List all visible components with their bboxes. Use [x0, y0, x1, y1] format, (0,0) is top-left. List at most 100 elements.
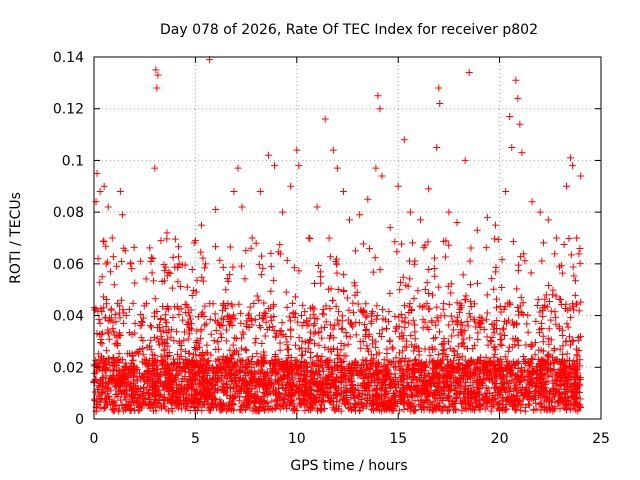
data-point: [195, 403, 203, 411]
y-axis-label: ROTI / TECUs: [8, 192, 24, 284]
data-point: [293, 146, 301, 154]
data-point: [326, 253, 334, 261]
data-point: [101, 314, 109, 322]
data-point: [253, 350, 261, 358]
data-point: [283, 303, 291, 311]
data-point: [199, 356, 207, 364]
data-point: [456, 308, 464, 316]
data-point: [127, 406, 135, 414]
data-point: [455, 369, 463, 377]
data-point: [513, 392, 521, 400]
data-point: [453, 218, 461, 226]
data-point: [552, 234, 560, 242]
data-point: [467, 391, 475, 399]
data-point: [484, 396, 492, 404]
data-point: [360, 374, 368, 382]
data-point: [251, 393, 259, 401]
data-point: [256, 395, 264, 403]
data-point: [438, 340, 446, 348]
data-point: [383, 345, 391, 353]
data-point: [499, 326, 507, 334]
data-point: [169, 253, 177, 261]
data-point: [449, 362, 457, 370]
data-point: [226, 271, 234, 279]
data-point: [96, 278, 104, 286]
data-point: [186, 324, 194, 332]
data-point: [260, 351, 268, 359]
data-point: [528, 342, 536, 350]
data-point: [202, 349, 210, 357]
data-point: [130, 243, 138, 251]
data-point: [338, 325, 346, 333]
data-point: [463, 318, 471, 326]
data-point: [563, 182, 571, 190]
data-point: [301, 387, 309, 395]
data-point: [491, 343, 499, 351]
data-point: [521, 257, 529, 265]
data-point: [298, 351, 306, 359]
y-tick-label: 0.04: [53, 309, 84, 325]
data-point: [274, 370, 282, 378]
data-point: [537, 357, 545, 365]
data-point: [349, 309, 357, 317]
data-point: [302, 396, 310, 404]
data-point: [570, 365, 578, 373]
data-point: [471, 372, 479, 380]
data-point: [218, 382, 226, 390]
data-point: [201, 302, 209, 310]
data-point: [329, 146, 337, 154]
data-point: [483, 333, 491, 341]
data-point: [115, 373, 123, 381]
data-point: [104, 355, 112, 363]
data-point: [181, 261, 189, 269]
data-point: [276, 346, 284, 354]
data-point: [104, 203, 112, 211]
data-point: [458, 399, 466, 407]
data-point: [528, 198, 536, 206]
data-point: [346, 333, 354, 341]
data-point: [541, 302, 549, 310]
data-point: [474, 329, 482, 337]
data-point: [573, 352, 581, 360]
data-point: [545, 282, 553, 290]
data-point: [466, 313, 474, 321]
data-point: [277, 374, 285, 382]
data-point: [254, 379, 262, 387]
data-point: [164, 380, 172, 388]
data-point: [237, 406, 245, 414]
data-point: [270, 276, 278, 284]
data-point: [460, 404, 468, 412]
data-point: [301, 308, 309, 316]
data-point: [282, 288, 290, 296]
data-point: [573, 387, 581, 395]
data-point: [484, 385, 492, 393]
data-point: [373, 359, 381, 367]
data-point: [566, 341, 574, 349]
data-point: [147, 258, 155, 266]
data-point: [569, 162, 577, 170]
data-point: [97, 304, 105, 312]
data-point: [173, 328, 181, 336]
data-point: [323, 392, 331, 400]
data-point: [445, 241, 453, 249]
data-point: [140, 384, 148, 392]
data-point: [135, 394, 143, 402]
data-point: [471, 317, 479, 325]
data-point: [491, 350, 499, 358]
data-point: [120, 244, 128, 252]
data-point: [504, 316, 512, 324]
data-point: [246, 303, 254, 311]
data-point: [132, 349, 140, 357]
data-point: [343, 294, 351, 302]
data-point: [423, 279, 431, 287]
data-point: [218, 333, 226, 341]
data-point: [397, 279, 405, 287]
data-point: [198, 351, 206, 359]
data-point: [563, 320, 571, 328]
data-point: [498, 341, 506, 349]
data-point: [323, 385, 331, 393]
data-point: [110, 281, 118, 289]
data-point: [223, 275, 231, 283]
data-point: [385, 370, 393, 378]
y-tick-label: 0: [75, 412, 84, 428]
